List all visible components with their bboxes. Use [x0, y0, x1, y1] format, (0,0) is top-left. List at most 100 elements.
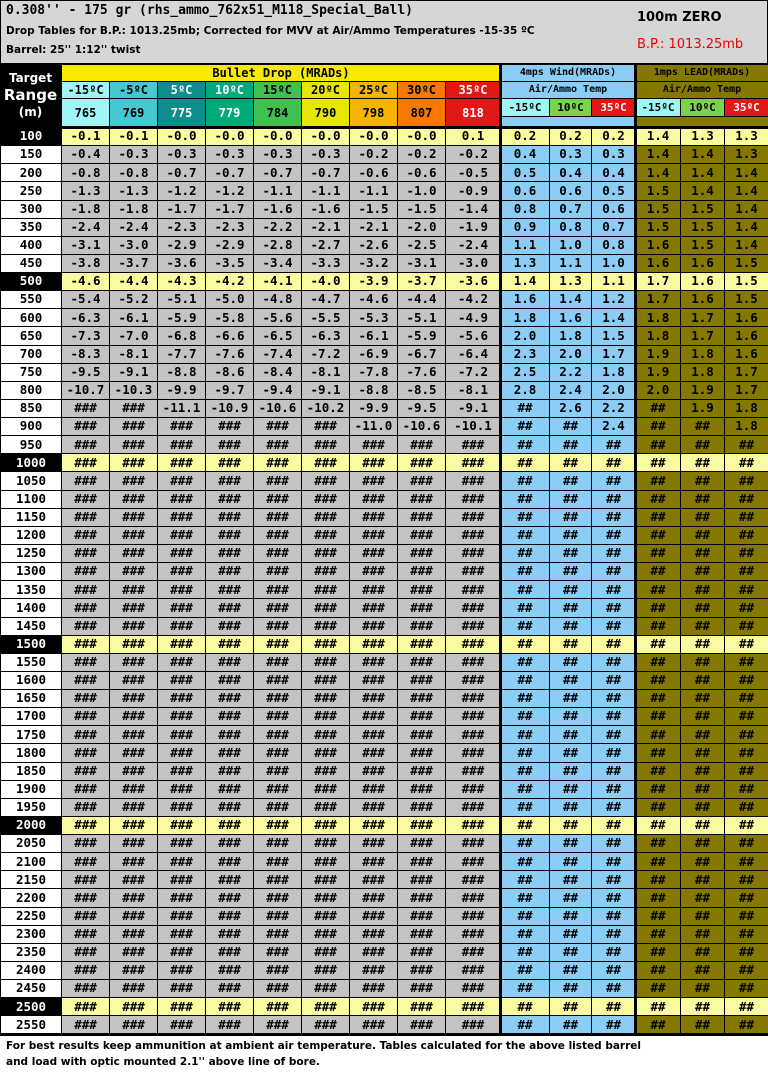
drop-value: ### — [398, 889, 445, 907]
drop-value: -0.3 — [158, 146, 205, 164]
drop-value: ### — [110, 961, 157, 980]
drop-value: ### — [206, 418, 253, 436]
wind-value: ## — [501, 798, 549, 816]
lead-value: 1.6 — [681, 291, 724, 309]
drop-value: ### — [446, 835, 500, 853]
drop-value: ### — [398, 526, 445, 544]
range-cell: 650 — [1, 327, 61, 345]
drop-value: -8.8 — [158, 363, 205, 381]
wind-value: ## — [501, 907, 549, 925]
drop-col-temp: 35ºC — [446, 82, 500, 98]
drop-value: -2.9 — [158, 236, 205, 254]
drop-value: -1.1 — [302, 182, 349, 200]
range-cell: 150 — [1, 146, 61, 164]
wind-value: ## — [550, 436, 591, 454]
lead-value: 1.4 — [725, 218, 768, 236]
drop-value: ### — [158, 816, 205, 835]
drop-value: -1.7 — [206, 200, 253, 218]
drop-value: ### — [206, 544, 253, 563]
range-cell: 1150 — [1, 508, 61, 526]
drop-value: ### — [254, 418, 301, 436]
drop-value: ### — [110, 508, 157, 526]
drop-value: -1.1 — [254, 182, 301, 200]
drop-value: -1.2 — [206, 182, 253, 200]
wind-value: ## — [501, 454, 549, 472]
wind-value: 0.3 — [592, 146, 635, 164]
drop-value: -6.3 — [62, 309, 109, 327]
wind-value: 2.2 — [550, 363, 591, 381]
lead-value: ## — [636, 399, 680, 418]
drop-value: -3.7 — [110, 254, 157, 273]
wind-value: ## — [501, 943, 549, 961]
drop-value: ### — [254, 835, 301, 853]
lead-value: 1.4 — [725, 164, 768, 182]
drop-value: ### — [206, 726, 253, 744]
wind-value: 0.9 — [501, 218, 549, 236]
wind-value: 2.2 — [592, 399, 635, 418]
wind-value: 0.8 — [592, 236, 635, 254]
drop-value: ### — [350, 871, 397, 889]
lead-value: ## — [636, 544, 680, 563]
lead-value: 1.6 — [636, 254, 680, 273]
wind-value: 2.0 — [550, 345, 591, 363]
drop-value: ### — [62, 418, 109, 436]
ballistic-table: Target Range (m) Bullet Drop (MRADs) -15ºC 76… — [0, 64, 768, 1034]
drop-value: -3.1 — [398, 254, 445, 273]
wind-value: ## — [550, 1016, 591, 1034]
wind-value: ## — [501, 418, 549, 436]
wind-value: 0.5 — [592, 182, 635, 200]
drop-value: -10.3 — [110, 381, 157, 399]
drop-value: -4.7 — [302, 291, 349, 309]
drop-value: -9.5 — [398, 399, 445, 418]
drop-value: ### — [158, 690, 205, 708]
lead-value: ## — [681, 744, 724, 762]
drop-value: ### — [62, 925, 109, 943]
drop-value: ### — [446, 563, 500, 581]
wind-value: ## — [592, 563, 635, 581]
drop-value: ### — [254, 690, 301, 708]
drop-value: ### — [206, 762, 253, 780]
drop-value: ### — [110, 454, 157, 472]
drop-value: ### — [350, 544, 397, 563]
lead-value: 1.8 — [725, 418, 768, 436]
drop-value: ### — [110, 653, 157, 671]
drop-col-mvv: 818 — [446, 99, 500, 126]
lead-value: 1.5 — [681, 200, 724, 218]
wind-value: 2.0 — [592, 381, 635, 399]
lead-col-temp: 35ºC — [725, 99, 768, 116]
drop-value: -0.7 — [158, 164, 205, 182]
drop-value: ### — [206, 889, 253, 907]
lead-value: ## — [681, 418, 724, 436]
wind-value: ## — [550, 472, 591, 490]
wind-value: ## — [550, 708, 591, 726]
drop-value: ### — [398, 835, 445, 853]
wind-value: ## — [550, 599, 591, 617]
drop-value: -10.1 — [446, 418, 500, 436]
lead-value: ## — [681, 889, 724, 907]
wind-value: ## — [550, 853, 591, 871]
drop-value: ### — [206, 853, 253, 871]
range-cell: 1350 — [1, 581, 61, 599]
drop-value: -5.3 — [350, 309, 397, 327]
drop-value: ### — [302, 998, 349, 1016]
drop-value: ### — [254, 726, 301, 744]
drop-value: -4.9 — [446, 309, 500, 327]
lead-value: ## — [725, 998, 768, 1016]
lead-value: ## — [636, 726, 680, 744]
drop-value: ### — [62, 563, 109, 581]
wind-value: ## — [501, 472, 549, 490]
drop-value: ### — [62, 980, 109, 998]
wind-value: ## — [592, 635, 635, 653]
drop-value: -0.3 — [254, 146, 301, 164]
drop-value: ### — [62, 889, 109, 907]
drop-value: ### — [254, 1016, 301, 1034]
wind-value: ## — [592, 907, 635, 925]
drop-value: ### — [110, 998, 157, 1016]
drop-value: -2.7 — [302, 236, 349, 254]
drop-value: ### — [254, 998, 301, 1016]
footer-line-2: and load with optic mounted 2.1'' above … — [6, 1056, 320, 1068]
lead-value: 1.9 — [636, 363, 680, 381]
drop-value: ### — [446, 762, 500, 780]
drop-value: ### — [254, 454, 301, 472]
drop-value: -7.0 — [110, 327, 157, 345]
